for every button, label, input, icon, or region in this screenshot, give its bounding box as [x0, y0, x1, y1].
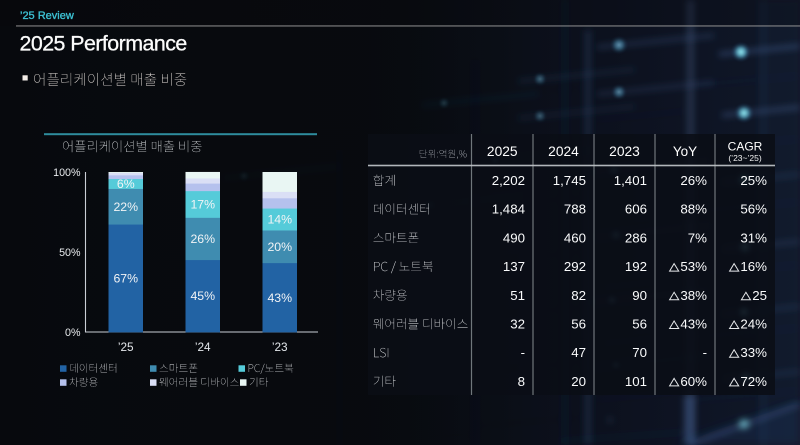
svg-text:16%: 16%: [740, 259, 767, 274]
svg-text:47: 47: [571, 345, 586, 360]
svg-text:31%: 31%: [740, 230, 767, 245]
svg-text:101: 101: [625, 374, 647, 389]
svg-text:56: 56: [632, 316, 647, 331]
svg-text:2023: 2023: [609, 144, 640, 159]
svg-text:192: 192: [625, 259, 647, 274]
svg-text:72%: 72%: [740, 374, 767, 389]
svg-text:70: 70: [632, 345, 647, 360]
svg-text:100%: 100%: [53, 167, 81, 179]
svg-text:17%: 17%: [190, 197, 215, 211]
svg-text:26%: 26%: [680, 173, 707, 188]
svg-text:1,401: 1,401: [614, 173, 647, 188]
svg-text:2,202: 2,202: [492, 173, 525, 188]
svg-text:7%: 7%: [688, 230, 707, 245]
svg-text:43%: 43%: [267, 291, 292, 305]
svg-text:25%: 25%: [740, 173, 767, 188]
svg-text:88%: 88%: [680, 202, 707, 217]
svg-text:’25 Review: ’25 Review: [20, 10, 74, 22]
svg-text:2025: 2025: [487, 144, 518, 159]
svg-text:38%: 38%: [680, 288, 707, 303]
svg-text:’23: ’23: [272, 340, 288, 354]
svg-text:53%: 53%: [680, 259, 707, 274]
svg-text:56: 56: [571, 316, 586, 331]
svg-text:14%: 14%: [267, 213, 292, 227]
svg-text:20%: 20%: [267, 240, 292, 254]
svg-text:2025 Performance: 2025 Performance: [20, 32, 187, 56]
svg-text:20: 20: [571, 374, 586, 389]
svg-text:286: 286: [625, 230, 647, 245]
svg-text:67%: 67%: [113, 271, 138, 285]
svg-text:-: -: [703, 345, 707, 360]
svg-text:2024: 2024: [548, 144, 579, 159]
svg-text:0%: 0%: [65, 327, 81, 339]
svg-text:50%: 50%: [59, 247, 81, 259]
svg-text:56%: 56%: [740, 202, 767, 217]
svg-text:137: 137: [503, 259, 525, 274]
svg-text:6%: 6%: [117, 177, 135, 191]
svg-text:32: 32: [510, 316, 525, 331]
svg-text:60%: 60%: [680, 374, 707, 389]
svg-text:460: 460: [564, 230, 586, 245]
svg-text:82: 82: [571, 288, 586, 303]
svg-text:CAGR: CAGR: [728, 140, 763, 154]
svg-text:1,484: 1,484: [492, 202, 525, 217]
svg-text:490: 490: [503, 230, 525, 245]
svg-text:(’23~’25): (’23~’25): [728, 153, 761, 163]
svg-text:24%: 24%: [740, 316, 767, 331]
svg-text:-: -: [521, 345, 525, 360]
svg-text:43%: 43%: [680, 316, 707, 331]
svg-text:8: 8: [518, 374, 525, 389]
svg-text:YoY: YoY: [673, 144, 697, 159]
svg-text:’25: ’25: [118, 340, 134, 354]
svg-text:22%: 22%: [113, 200, 138, 214]
svg-text:90: 90: [632, 288, 647, 303]
svg-text:292: 292: [564, 259, 586, 274]
svg-text:1,745: 1,745: [553, 173, 586, 188]
svg-text:33%: 33%: [740, 345, 767, 360]
svg-text:606: 606: [625, 202, 647, 217]
svg-text:51: 51: [510, 288, 525, 303]
svg-text:45%: 45%: [190, 289, 215, 303]
svg-text:25: 25: [752, 288, 767, 303]
svg-text:26%: 26%: [190, 232, 215, 246]
svg-text:’24: ’24: [195, 340, 211, 354]
svg-text:788: 788: [564, 202, 586, 217]
